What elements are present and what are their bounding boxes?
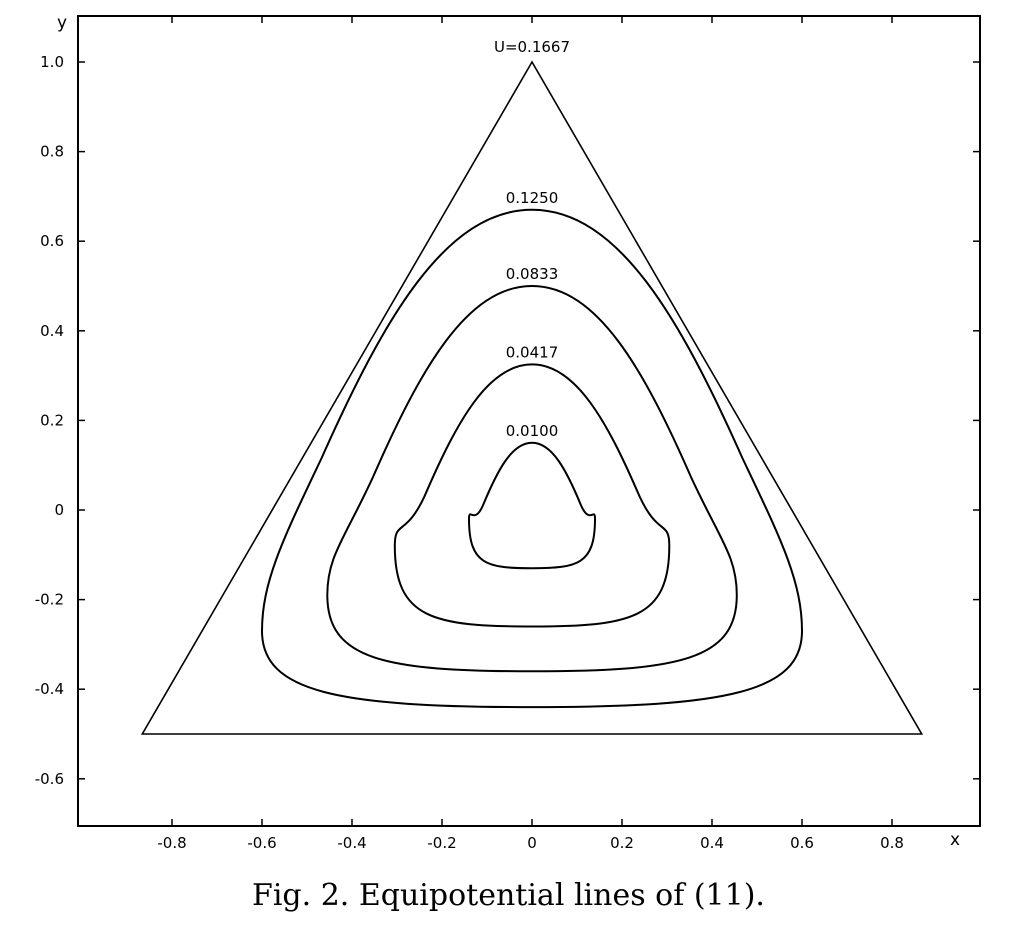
figure-caption: Fig. 2. Equipotential lines of (11). — [252, 878, 765, 913]
y-tick-label: 0 — [54, 501, 64, 519]
x-tick-label: 0 — [527, 834, 537, 852]
y-tick-label: 1.0 — [40, 53, 64, 71]
x-tick-label: 0.6 — [790, 834, 814, 852]
y-tick-label: -0.4 — [35, 680, 64, 698]
x-tick-label: 0.2 — [610, 834, 634, 852]
x-axis-label: x — [950, 830, 960, 850]
contour-line — [393, 363, 671, 628]
x-tick-label: 0.4 — [700, 834, 724, 852]
x-tick-label: -0.6 — [247, 834, 276, 852]
y-tick-label: 0.6 — [40, 232, 64, 250]
x-tick-label: 0.8 — [880, 834, 904, 852]
contour-line — [467, 441, 597, 570]
boundary-triangle — [140, 60, 924, 735]
x-tick-label: -0.8 — [157, 834, 186, 852]
x-tick-label: -0.4 — [337, 834, 366, 852]
contour-line — [260, 208, 804, 709]
x-tick-label: -0.2 — [427, 834, 456, 852]
contour-label: 0.0833 — [506, 265, 559, 283]
contour-line — [326, 284, 738, 673]
contour-label: 0.1250 — [506, 189, 559, 207]
contour-label: 0.0417 — [506, 343, 559, 361]
y-axis-label: y — [57, 13, 67, 33]
y-tick-label: -0.6 — [35, 770, 64, 788]
boundary-label: U=0.1667 — [494, 38, 570, 56]
y-tick-label: 0.4 — [40, 322, 64, 340]
contour-label: 0.0100 — [506, 422, 559, 440]
y-tick-label: 0.8 — [40, 143, 64, 161]
y-tick-label: 0.2 — [40, 411, 64, 429]
y-tick-label: -0.2 — [35, 591, 64, 609]
